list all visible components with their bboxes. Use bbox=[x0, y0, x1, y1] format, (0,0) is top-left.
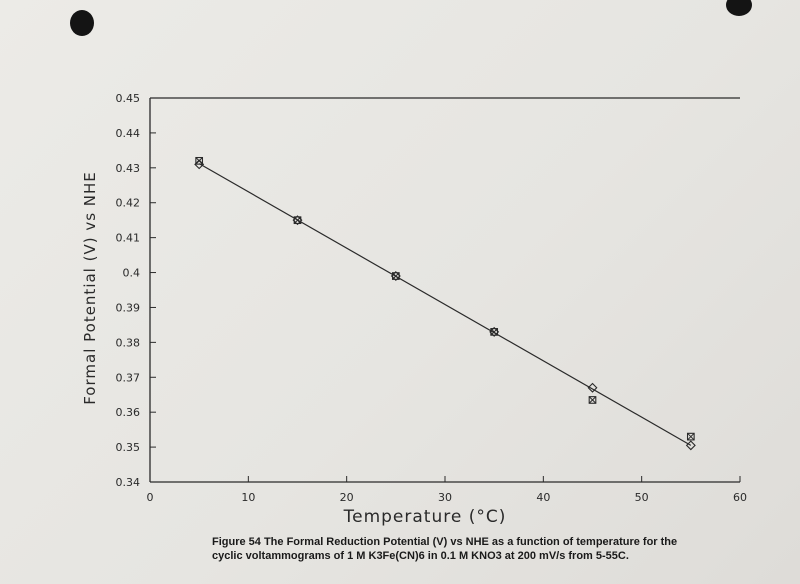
square-x-marker bbox=[686, 432, 695, 441]
y-tick-label: 0.4 bbox=[123, 267, 141, 280]
y-tick-label: 0.35 bbox=[116, 441, 141, 454]
square-x-marker bbox=[293, 216, 302, 225]
fit-line bbox=[198, 163, 692, 446]
y-tick-label: 0.36 bbox=[116, 406, 141, 419]
x-tick-label: 40 bbox=[536, 491, 550, 504]
square-x-marker bbox=[391, 272, 400, 280]
y-tick-label: 0.41 bbox=[116, 232, 141, 245]
x-tick-label: 60 bbox=[733, 491, 747, 504]
fit-line-group bbox=[198, 163, 692, 446]
x-tick-label: 0 bbox=[147, 491, 154, 504]
x-tick-label: 50 bbox=[635, 491, 649, 504]
caption-line-2: cyclic voltammograms of 1 M K3Fe(CN)6 in… bbox=[212, 550, 629, 562]
y-tick-label: 0.37 bbox=[116, 371, 141, 384]
diamond-marker bbox=[587, 382, 598, 393]
square-x-marker bbox=[490, 328, 499, 336]
caption-line-1: Figure 54 The Formal Reduction Potential… bbox=[212, 536, 678, 548]
punch-hole-left bbox=[70, 10, 94, 36]
square-x-marker bbox=[588, 396, 597, 404]
y-tick-label: 0.44 bbox=[116, 127, 141, 140]
y-tick-label: 0.45 bbox=[116, 92, 141, 105]
x-tick-label: 10 bbox=[241, 491, 255, 504]
y-tick-label: 0.34 bbox=[116, 476, 141, 489]
square-x-marker bbox=[195, 156, 204, 165]
diamond-marker bbox=[685, 440, 696, 451]
x-axis-label: Temperature (°C) bbox=[343, 507, 507, 527]
data-points bbox=[194, 156, 696, 451]
y-tick-label: 0.39 bbox=[116, 301, 141, 314]
y-tick-label: 0.38 bbox=[116, 336, 141, 349]
x-tick-label: 30 bbox=[438, 491, 452, 504]
ticks: 0.34 0.35 0.36 0.37 0.38 0.39 0.4 0.41 0.42 0.43 0… bbox=[116, 92, 748, 504]
y-axis-label: Formal Potential (V) vs NHE bbox=[81, 171, 99, 405]
y-tick-label: 0.43 bbox=[116, 162, 141, 175]
y-tick-label: 0.42 bbox=[116, 197, 141, 210]
figure-caption: Figure 54 The Formal Reduction Potential… bbox=[212, 535, 732, 563]
axes bbox=[149, 97, 740, 483]
x-tick-label: 20 bbox=[340, 491, 354, 504]
punch-hole-right bbox=[726, 0, 752, 16]
